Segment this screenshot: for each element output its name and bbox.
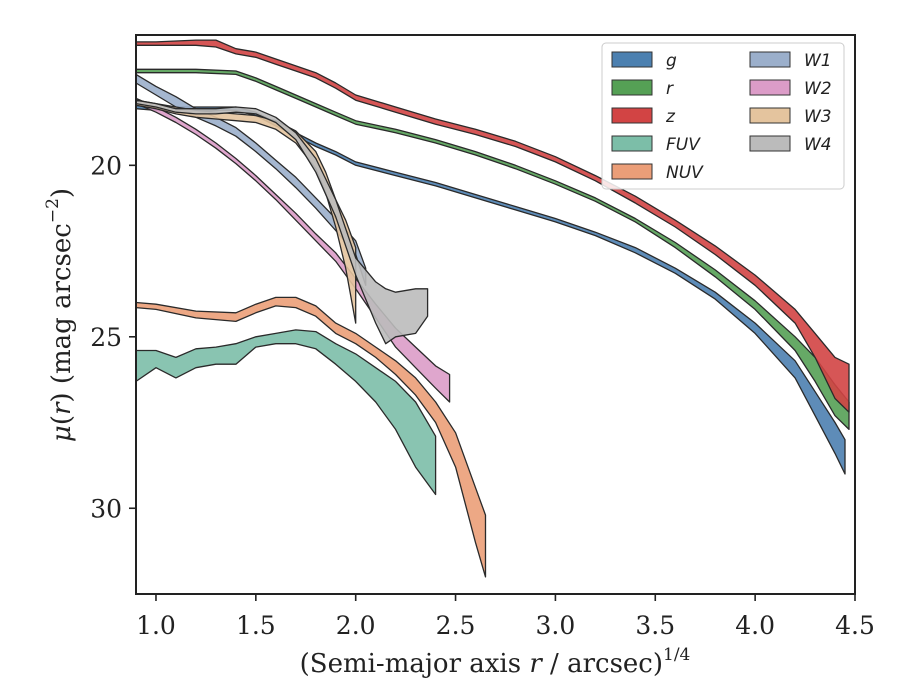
- legend-label-w2: W2: [804, 79, 832, 99]
- legend-label-nuv: NUV: [666, 163, 704, 183]
- legend-swatch-z: [611, 107, 653, 124]
- y-tick-label: 30: [90, 494, 122, 523]
- band-w4: [135, 99, 429, 345]
- x-tick-label: 4.5: [835, 611, 875, 640]
- legend-swatch-w4: [749, 135, 791, 152]
- band-nuv: [135, 296, 487, 578]
- legend-swatch-w3: [749, 107, 791, 124]
- legend-swatch-nuv: [611, 163, 653, 180]
- legend-swatch-r: [611, 79, 653, 96]
- legend-label-r: r: [666, 79, 674, 99]
- legend: grz FUV NUV W1 W2 W3 W4: [601, 42, 845, 190]
- legend-label-w1: W1: [804, 51, 832, 71]
- legend-label-g: g: [666, 51, 677, 71]
- x-tick-label: 3.5: [635, 611, 675, 640]
- bands-layer: [135, 39, 850, 578]
- y-tick-label: 25: [90, 323, 122, 352]
- y-tick-label: 20: [90, 151, 122, 180]
- band-w2: [135, 97, 451, 403]
- plot-frame: [135, 34, 856, 595]
- ticks-layer: 1.0 1.5 2.0 2.5 3.0 3.5 4.0 4.5 20 25 30: [90, 151, 875, 640]
- legend-swatch-w2: [749, 79, 791, 96]
- x-axis-label: (Semi-major axis r / arcsec)1/4: [300, 645, 691, 679]
- legend-swatch-w1: [749, 51, 791, 68]
- y-axis-label: μ(r) (mag arcsec−2): [43, 188, 77, 442]
- band-fuv: [135, 329, 437, 496]
- band-g: [135, 104, 846, 475]
- legend-swatch-g: [611, 51, 653, 68]
- legend-label-fuv: FUV: [666, 135, 701, 155]
- x-tick-label: 2.0: [336, 611, 376, 640]
- x-tick-label: 1.5: [236, 611, 276, 640]
- band-z: [135, 39, 850, 413]
- x-tick-label: 3.0: [536, 611, 576, 640]
- x-tick-label: 1.0: [136, 611, 176, 640]
- x-tick-label: 2.5: [436, 611, 476, 640]
- legend-label-w4: W4: [804, 135, 832, 155]
- band-r: [135, 68, 850, 431]
- legend-label-w3: W3: [804, 107, 832, 127]
- x-tick-label: 4.0: [735, 611, 775, 640]
- legend-label-z: z: [665, 107, 676, 127]
- legend-swatch-fuv: [611, 135, 653, 152]
